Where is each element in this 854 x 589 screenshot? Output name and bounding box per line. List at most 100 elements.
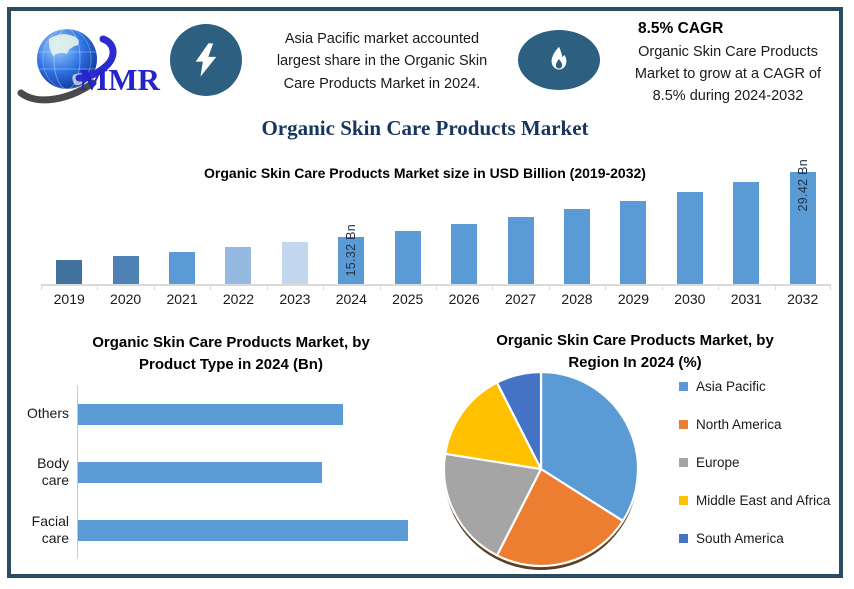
legend-item-asia-pacific: Asia Pacific — [679, 379, 830, 394]
bar-2024: 15.32 Bn — [338, 224, 365, 284]
bar-value-label-2032: 29.42 Bn — [795, 158, 810, 212]
x-axis-line — [41, 284, 831, 291]
category-label-others: Others — [26, 405, 69, 422]
title-line: Region In 2024 (%) — [568, 353, 702, 371]
axis-tick — [661, 286, 663, 290]
axis-tick — [436, 286, 437, 290]
x-tick-label-2026: 2026 — [448, 291, 480, 307]
bar-2031 — [733, 182, 760, 284]
hbar-others — [78, 403, 344, 425]
highlight-line: Market to grow at a CAGR of — [634, 66, 822, 82]
bar-2027 — [507, 217, 534, 284]
legend-label: Europe — [696, 455, 740, 470]
highlight-asia-pacific: Asia Pacific market accounted largest sh… — [244, 28, 520, 95]
bar-2023 — [281, 242, 308, 284]
title-line: Product Type in 2024 (Bn) — [139, 355, 323, 373]
pie-slice-north-america — [495, 467, 624, 568]
product-type-bar-chart: Others Body care Facial care — [11, 385, 431, 559]
bar-2020 — [112, 256, 139, 284]
axis-tick — [605, 286, 607, 290]
x-tick-label-2024: 2024 — [335, 291, 367, 307]
infographic-frame: MMR Asia Pacific market accounted larges… — [7, 7, 843, 578]
axis-tick — [153, 286, 155, 290]
highlight-line: 8.5% during 2024-2032 — [652, 87, 804, 104]
legend-item-south-america: South America — [679, 531, 830, 546]
x-tick-label-2029: 2029 — [617, 291, 649, 307]
bar-2026 — [451, 224, 478, 284]
title-line: Organic Skin Care Products Market, by — [496, 332, 774, 349]
axis-tick — [718, 286, 720, 290]
axis-tick — [210, 286, 212, 290]
highlight-line: Organic Skin Care Products — [638, 44, 818, 61]
market-size-chart-title: Organic Skin Care Products Market size i… — [204, 165, 646, 181]
highlight-cagr: 8.5% CAGR Organic Skin Care Products Mar… — [612, 17, 844, 108]
axis-tick — [548, 286, 550, 290]
x-tick-label-2023: 2023 — [279, 291, 311, 307]
axis-tick — [379, 286, 381, 290]
x-tick-label-2027: 2027 — [505, 291, 537, 307]
legend-item-north-america: North America — [679, 417, 830, 432]
legend-swatch — [679, 420, 688, 429]
title-line: Organic Skin Care Products Market, by — [92, 334, 370, 351]
axis-tick — [266, 286, 268, 290]
axis-tick — [323, 286, 325, 290]
x-tick-label-2032: 2032 — [787, 291, 819, 307]
x-tick-label-2031: 2031 — [730, 291, 762, 307]
legend-swatch — [679, 382, 688, 391]
x-tick-label-2025: 2025 — [392, 291, 424, 307]
legend-item-europe: Europe — [679, 455, 830, 470]
legend-label: South America — [696, 531, 784, 546]
bar-2029 — [620, 201, 647, 284]
page-title: Organic Skin Care Products Market — [261, 116, 589, 140]
cagr-value: 8.5% CAGR — [638, 20, 724, 37]
x-tick-label-2021: 2021 — [166, 291, 198, 307]
bar-2021 — [169, 251, 196, 284]
bar-value-label-2024: 15.32 Bn — [344, 223, 359, 276]
x-tick-label-2028: 2028 — [561, 291, 593, 307]
axis-tick — [830, 286, 831, 290]
legend-label: Asia Pacific — [696, 379, 766, 394]
mmr-logo: MMR — [17, 28, 161, 104]
legend-swatch — [679, 534, 688, 543]
bar-2022 — [225, 247, 252, 284]
category-label-facial-care: Facial care — [31, 512, 69, 547]
pie-slice-south-america — [495, 370, 543, 471]
legend-label: Middle East and Africa — [696, 493, 831, 508]
pie-legend: Asia Pacific North America Europe Middle Ea… — [679, 379, 830, 546]
legend-label: North America — [696, 417, 782, 432]
x-axis-labels: 2019 2020 2021 2022 2023 2024 2025 2026 2027 2028… — [41, 291, 831, 307]
category-label-body-care: Body care — [37, 454, 69, 489]
x-tick-label-2022: 2022 — [222, 291, 255, 307]
pie-slice-europe — [442, 452, 543, 557]
bar-2025 — [394, 230, 421, 284]
axis-tick — [492, 286, 494, 290]
axis-tick — [774, 286, 776, 290]
product-type-chart-title: Organic Skin Care Products Market, by Pr… — [21, 332, 441, 376]
y-axis-line — [77, 385, 78, 559]
bar-2028 — [564, 209, 590, 284]
bar-2019 — [56, 260, 83, 284]
market-size-bar-chart: 15.32 Bn 29.42 Bn — [41, 159, 831, 284]
logo-text: MMR — [79, 62, 161, 97]
legend-swatch — [679, 496, 688, 505]
flame-icon — [518, 30, 600, 90]
x-tick-label-2019: 2019 — [53, 291, 85, 307]
region-chart-title: Organic Skin Care Products Market, by Re… — [439, 330, 831, 374]
legend-item-middle-east-and-africa: Middle East and Africa — [679, 493, 830, 508]
legend-swatch — [679, 458, 688, 467]
pie-slice-middle-east-and-africa — [444, 381, 543, 471]
axis-tick — [97, 286, 99, 290]
axis-tick — [41, 286, 42, 290]
x-tick-label-2030: 2030 — [674, 291, 706, 307]
region-pie-chart — [442, 370, 640, 570]
highlight-line: Care Products Market in 2024. — [283, 75, 481, 92]
bar-2030 — [676, 192, 703, 284]
hbar-facial-care — [78, 519, 409, 541]
highlight-line: largest share in the Organic Skin — [276, 53, 488, 70]
highlight-line: Asia Pacific market accounted — [284, 31, 480, 47]
logo-swoosh — [17, 79, 97, 104]
lightning-icon — [170, 24, 242, 96]
bar-2032: 29.42 Bn — [789, 159, 816, 284]
hbar-body-care — [78, 461, 322, 483]
x-tick-label-2020: 2020 — [110, 291, 142, 307]
